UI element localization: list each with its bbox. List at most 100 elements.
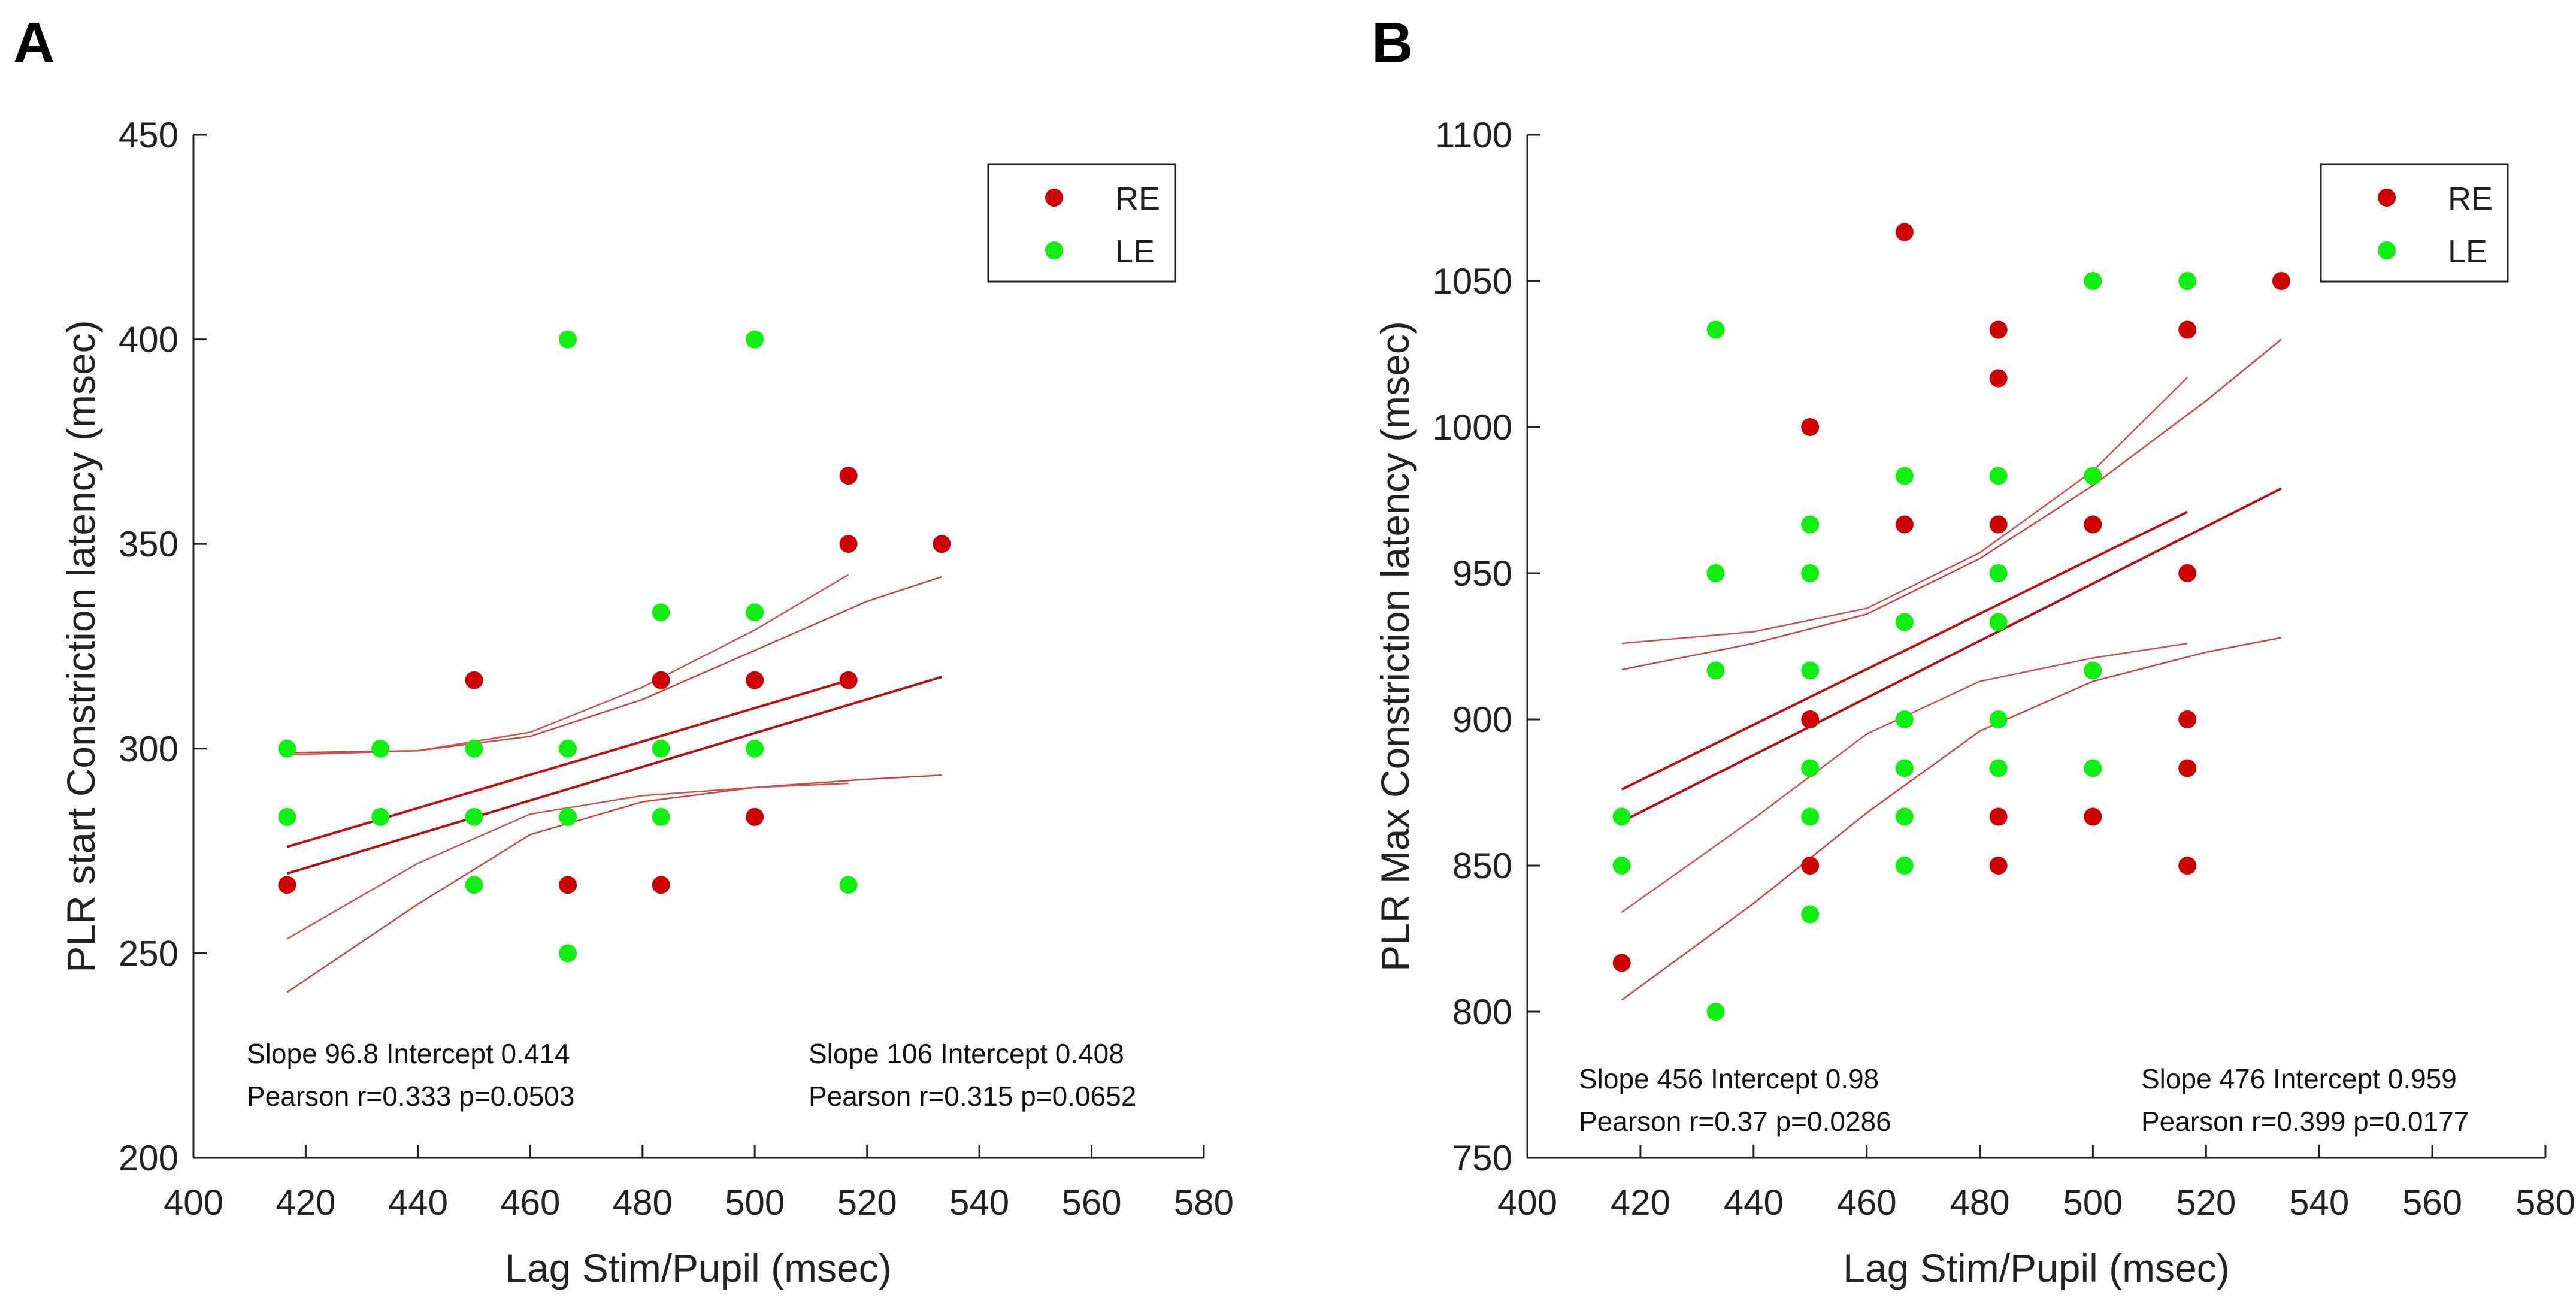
data-point-re [1989,515,2008,534]
fit-line-le [1621,510,2188,791]
stats-le-line1: Slope 476 Intercept 0.959 [2141,1063,2457,1094]
data-point-re [2084,515,2102,534]
x-tick-label: 500 [2063,1182,2123,1223]
panel-letter-b: B [1372,11,1413,75]
x-axis-label: Lag Stim/Pupil (msec) [505,1246,892,1290]
y-tick-label: 300 [119,729,178,769]
data-point-re [1612,954,1631,972]
data-point-le [1989,467,2008,485]
data-point-le [2084,272,2102,290]
data-point-le [1989,564,2008,582]
x-tick-label: 440 [1724,1182,1784,1223]
stats-annotations: Slope 96.8 Intercept 0.414 Pearson r=0.3… [247,1038,1136,1112]
data-point-re [746,671,764,689]
legend-marker-re [2378,189,2396,207]
stats-le-line2: Pearson r=0.315 p=0.0652 [809,1081,1136,1112]
x-axis-label: Lag Stim/Pupil (msec) [1843,1246,2230,1290]
data-point-le [559,739,577,758]
x-tick-label: 480 [613,1182,673,1223]
data-point-re [2178,857,2197,875]
x-tick-label: 420 [276,1182,335,1223]
data-point-re [1801,418,1820,436]
data-point-le [746,603,764,622]
data-point-le [465,876,483,894]
data-point-re [2178,710,2197,728]
fit-line-re [286,676,942,875]
data-point-le [1706,320,1725,339]
legend-marker-re [1045,189,1063,207]
data-point-re [746,807,764,826]
data-point-le [2178,272,2197,290]
data-point-le [278,807,296,826]
data-point-le [1895,759,1914,777]
legend-box [987,163,1176,283]
data-point-le [1612,857,1631,875]
data-point-le [1801,564,1820,582]
data-point-le [371,807,390,826]
data-point-le [1706,1003,1725,1021]
data-point-le [652,603,670,622]
data-point-le [465,739,483,758]
data-point-le [1706,564,1725,582]
data-point-re [1989,320,2008,339]
x-tick-label: 520 [2176,1182,2236,1223]
ci-upper-le [1621,377,2188,645]
ci-upper-re [1621,338,2282,671]
ci-upper-re [287,576,942,754]
data-point-re [1801,857,1820,875]
data-point-le [746,330,764,349]
regression-fits [1621,338,2282,1001]
data-point-re [465,671,483,689]
data-point-le [652,739,670,758]
regression-fits [286,574,942,993]
data-point-le [1801,515,1820,534]
data-point-re [2178,320,2197,339]
stats-re-line1: Slope 96.8 Intercept 0.414 [247,1038,570,1069]
data-point-le [1895,710,1914,728]
legend-label-le: LE [1115,234,1155,270]
y-tick-label: 350 [119,524,178,564]
x-tick-label: 400 [164,1182,223,1223]
legend-label-re: RE [2448,181,2493,217]
data-point-le [1989,710,2008,728]
data-point-le [371,739,390,758]
legend-box [2320,163,2509,283]
x-tick-label: 560 [2402,1182,2462,1223]
data-point-le [1895,807,1914,826]
x-tick-label: 400 [1497,1182,1557,1223]
x-tick-label: 460 [1837,1182,1897,1223]
data-point-re [652,876,670,894]
data-point-le [2084,759,2102,777]
panel-a: A 400 420 440 460 480 500 520 540 560 58… [13,11,1234,1290]
x-tick-label: 540 [949,1182,1009,1223]
y-tick-label: 750 [1452,1138,1512,1178]
data-point-le [746,739,764,758]
x-tick-label: 460 [500,1182,560,1223]
y-tick-label: 250 [119,933,178,973]
y-tick-label: 1000 [1433,407,1512,447]
data-point-re [1989,369,2008,388]
data-point-re [559,876,577,894]
data-point-le [1989,759,2008,777]
stats-re-line2: Pearson r=0.333 p=0.0503 [247,1081,574,1112]
y-axis-ticks: 200 250 300 350 400 450 [119,115,207,1178]
data-point-re [2178,759,2197,777]
data-points [278,330,951,963]
x-tick-label: 580 [1174,1182,1234,1223]
y-axis-ticks: 750 800 850 900 950 1000 1050 1100 [1433,115,1540,1178]
stats-le-line2: Pearson r=0.399 p=0.0177 [2141,1106,2469,1137]
data-point-re [2272,272,2290,290]
data-point-le [1612,807,1631,826]
fit-line-re [1621,487,2282,823]
data-point-re [1989,857,2008,875]
data-point-le [652,807,670,826]
data-point-le [1895,467,1914,485]
y-tick-label: 400 [119,320,178,360]
data-point-le [559,330,577,349]
y-tick-label: 1050 [1433,261,1512,301]
x-tick-label: 500 [725,1182,785,1223]
ci-upper-le [287,574,849,756]
legend-label-le: LE [2448,234,2487,270]
y-tick-label: 1100 [1435,115,1512,155]
data-point-le [1801,759,1820,777]
